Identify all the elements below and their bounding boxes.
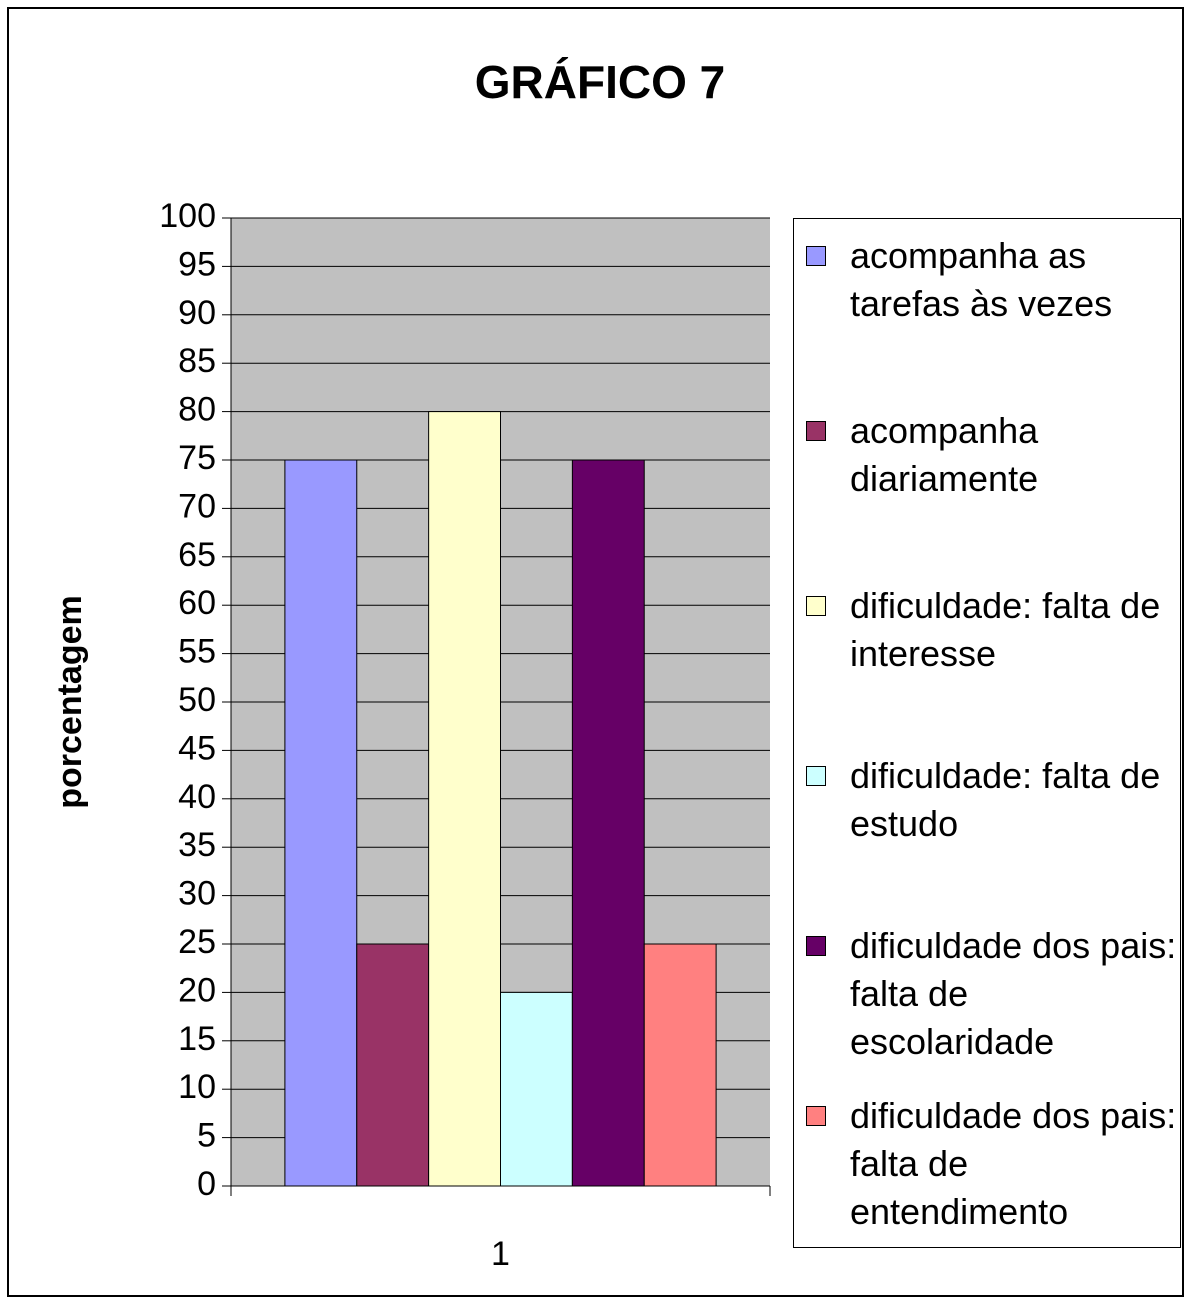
legend: acompanha as tarefas às vezes acompanha d… bbox=[793, 218, 1181, 1248]
y-tick-label: 50 bbox=[178, 681, 216, 719]
bar bbox=[428, 411, 501, 1187]
y-tick-label: 90 bbox=[178, 294, 216, 332]
bar bbox=[284, 459, 358, 1187]
y-tick-label: 30 bbox=[178, 875, 216, 913]
y-tick-label: 0 bbox=[197, 1165, 216, 1203]
legend-label: acompanha as tarefas às vezes bbox=[850, 235, 1113, 324]
y-tick-label: 20 bbox=[178, 971, 216, 1009]
y-tick-label: 45 bbox=[178, 729, 216, 767]
x-tick-label: 1 bbox=[491, 1235, 510, 1273]
legend-swatch bbox=[806, 1106, 826, 1126]
y-tick-label: 10 bbox=[178, 1068, 216, 1106]
legend-swatch bbox=[806, 596, 826, 616]
legend-label: dificuldade: falta de interesse bbox=[850, 585, 1161, 674]
y-tick-label: 35 bbox=[178, 826, 216, 864]
bar bbox=[356, 943, 430, 1187]
legend-swatch bbox=[806, 246, 826, 266]
y-axis-label: porcentagem bbox=[51, 595, 89, 809]
legend-swatch bbox=[806, 936, 826, 956]
bar bbox=[643, 943, 717, 1187]
legend-swatch bbox=[806, 766, 826, 786]
legend-label: dificuldade dos pais: falta de escolarid… bbox=[850, 925, 1177, 1062]
legend-swatch bbox=[806, 421, 826, 441]
y-tick-label: 60 bbox=[178, 584, 216, 622]
y-tick-label: 80 bbox=[178, 391, 216, 429]
y-tick-label: 55 bbox=[178, 633, 216, 671]
legend-label: dificuldade dos pais: falta de entendime… bbox=[850, 1095, 1177, 1232]
y-tick-label: 40 bbox=[178, 778, 216, 816]
chart-title: GRÁFICO 7 bbox=[475, 56, 725, 108]
legend-label: dificuldade: falta de estudo bbox=[850, 755, 1161, 844]
y-tick-label: 70 bbox=[178, 487, 216, 525]
y-tick-label: 15 bbox=[178, 1020, 216, 1058]
y-tick-label: 5 bbox=[197, 1117, 216, 1155]
y-tick-label: 95 bbox=[178, 245, 216, 283]
y-tick-label: 75 bbox=[178, 439, 216, 477]
bar bbox=[571, 459, 645, 1187]
y-tick-label: 85 bbox=[178, 342, 216, 380]
y-tick-label: 65 bbox=[178, 536, 216, 574]
legend-label: acompanha diariamente bbox=[850, 410, 1039, 499]
bar bbox=[500, 991, 573, 1187]
y-tick-label: 100 bbox=[159, 197, 216, 235]
y-tick-label: 25 bbox=[178, 923, 216, 961]
